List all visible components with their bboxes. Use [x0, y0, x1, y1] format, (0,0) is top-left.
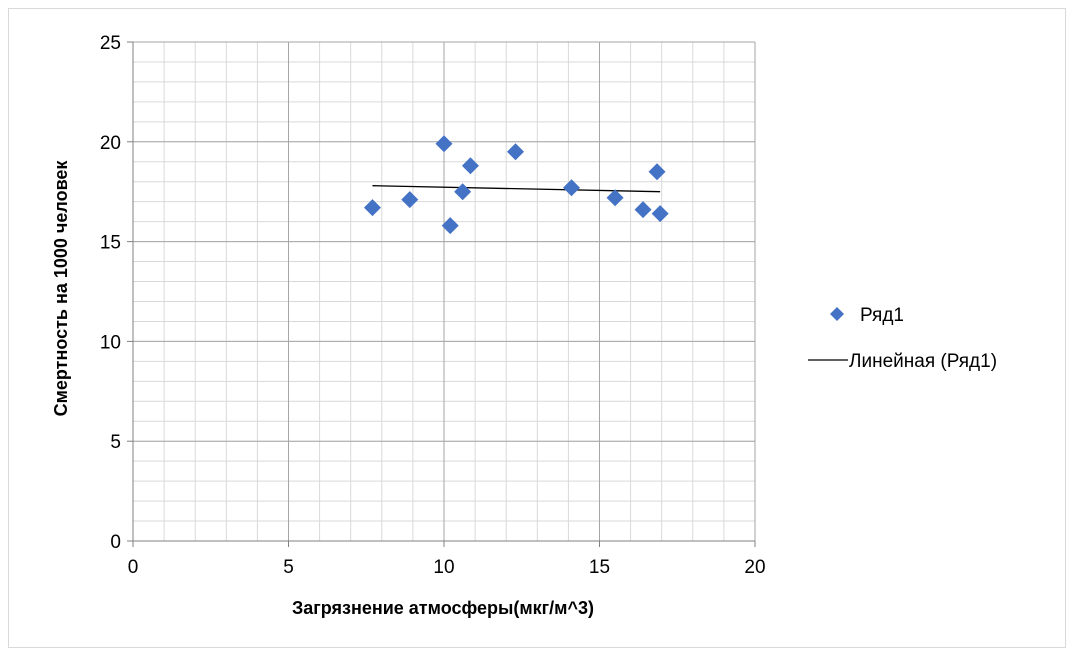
trendline [372, 185, 661, 193]
y-axis-title: Смертность на 1000 человек [51, 160, 71, 417]
y-tick-label: 10 [100, 332, 121, 353]
x-tick-label: 5 [283, 557, 294, 578]
x-tick-label: 10 [433, 557, 454, 578]
x-tick-label: 0 [128, 557, 139, 578]
data-point [401, 191, 419, 209]
chart-frame [8, 8, 1066, 648]
y-tick-label: 15 [100, 233, 121, 254]
legend-label-series: Ряд1 [860, 305, 904, 326]
x-tick-label: 15 [589, 557, 610, 578]
y-tick-label: 5 [110, 432, 121, 453]
y-tick-label: 0 [110, 532, 121, 553]
data-point [507, 143, 525, 161]
y-tick-label: 25 [100, 33, 121, 54]
legend-marker-diamond [830, 307, 844, 321]
data-point [454, 183, 472, 201]
x-tick-label: 20 [744, 557, 765, 578]
y-tick-label: 20 [100, 133, 121, 154]
data-point [363, 199, 381, 217]
legend-label-trendline: Линейная (Ряд1) [849, 351, 997, 372]
data-point [634, 201, 652, 219]
data-point [563, 179, 581, 197]
data-point [651, 205, 669, 223]
data-point [435, 135, 453, 153]
data-point [648, 163, 666, 181]
data-point [606, 189, 624, 207]
data-point [461, 157, 479, 175]
x-axis-title: Загрязнение атмосферы(мкг/м^3) [292, 598, 594, 618]
data-point [441, 217, 459, 235]
